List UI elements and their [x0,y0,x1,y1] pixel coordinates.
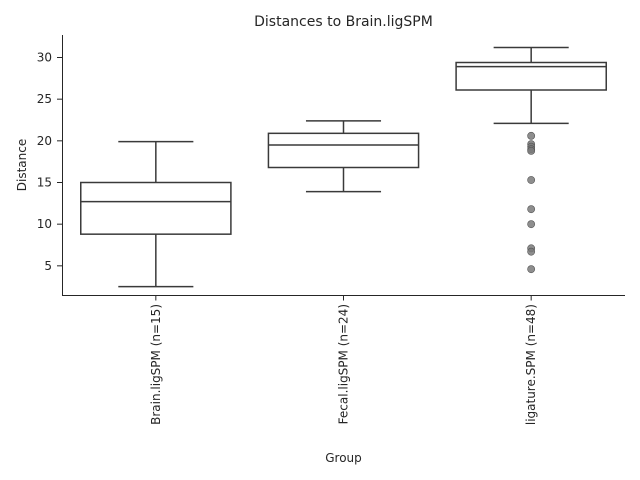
y-tick-label: 30 [37,51,52,65]
box-body [267,132,420,169]
outlier-point [527,131,536,140]
y-tick-label: 10 [37,217,52,231]
y-tick-labels: 5 10 15 20 25 30 [37,51,62,273]
x-axis-label: Group [325,451,362,465]
chart-title: Distances to Brain.ligSPM [254,14,433,30]
outlier-point [527,247,536,256]
outlier-point [527,176,536,184]
x-tick-label: ligature.SPM (n=48) [524,304,538,425]
y-tick-label: 20 [37,134,52,148]
y-axis-label: Distance [15,139,29,191]
plot-area [80,46,607,288]
outlier-point [527,220,536,229]
x-tick-label: Fecal.ligSPM (n=24) [337,304,351,424]
outlier-point [527,265,536,274]
outlier-point [527,146,536,155]
outlier-point [527,205,536,214]
x-tick-labels: Brain.ligSPM (n=15) Fecal.ligSPM (n=24) li… [149,295,538,425]
x-tick-label: Brain.ligSPM (n=15) [149,304,163,425]
y-tick-label: 15 [37,176,52,190]
box-body [80,181,232,235]
y-tick-label: 5 [44,259,52,273]
y-tick-label: 25 [37,92,52,106]
